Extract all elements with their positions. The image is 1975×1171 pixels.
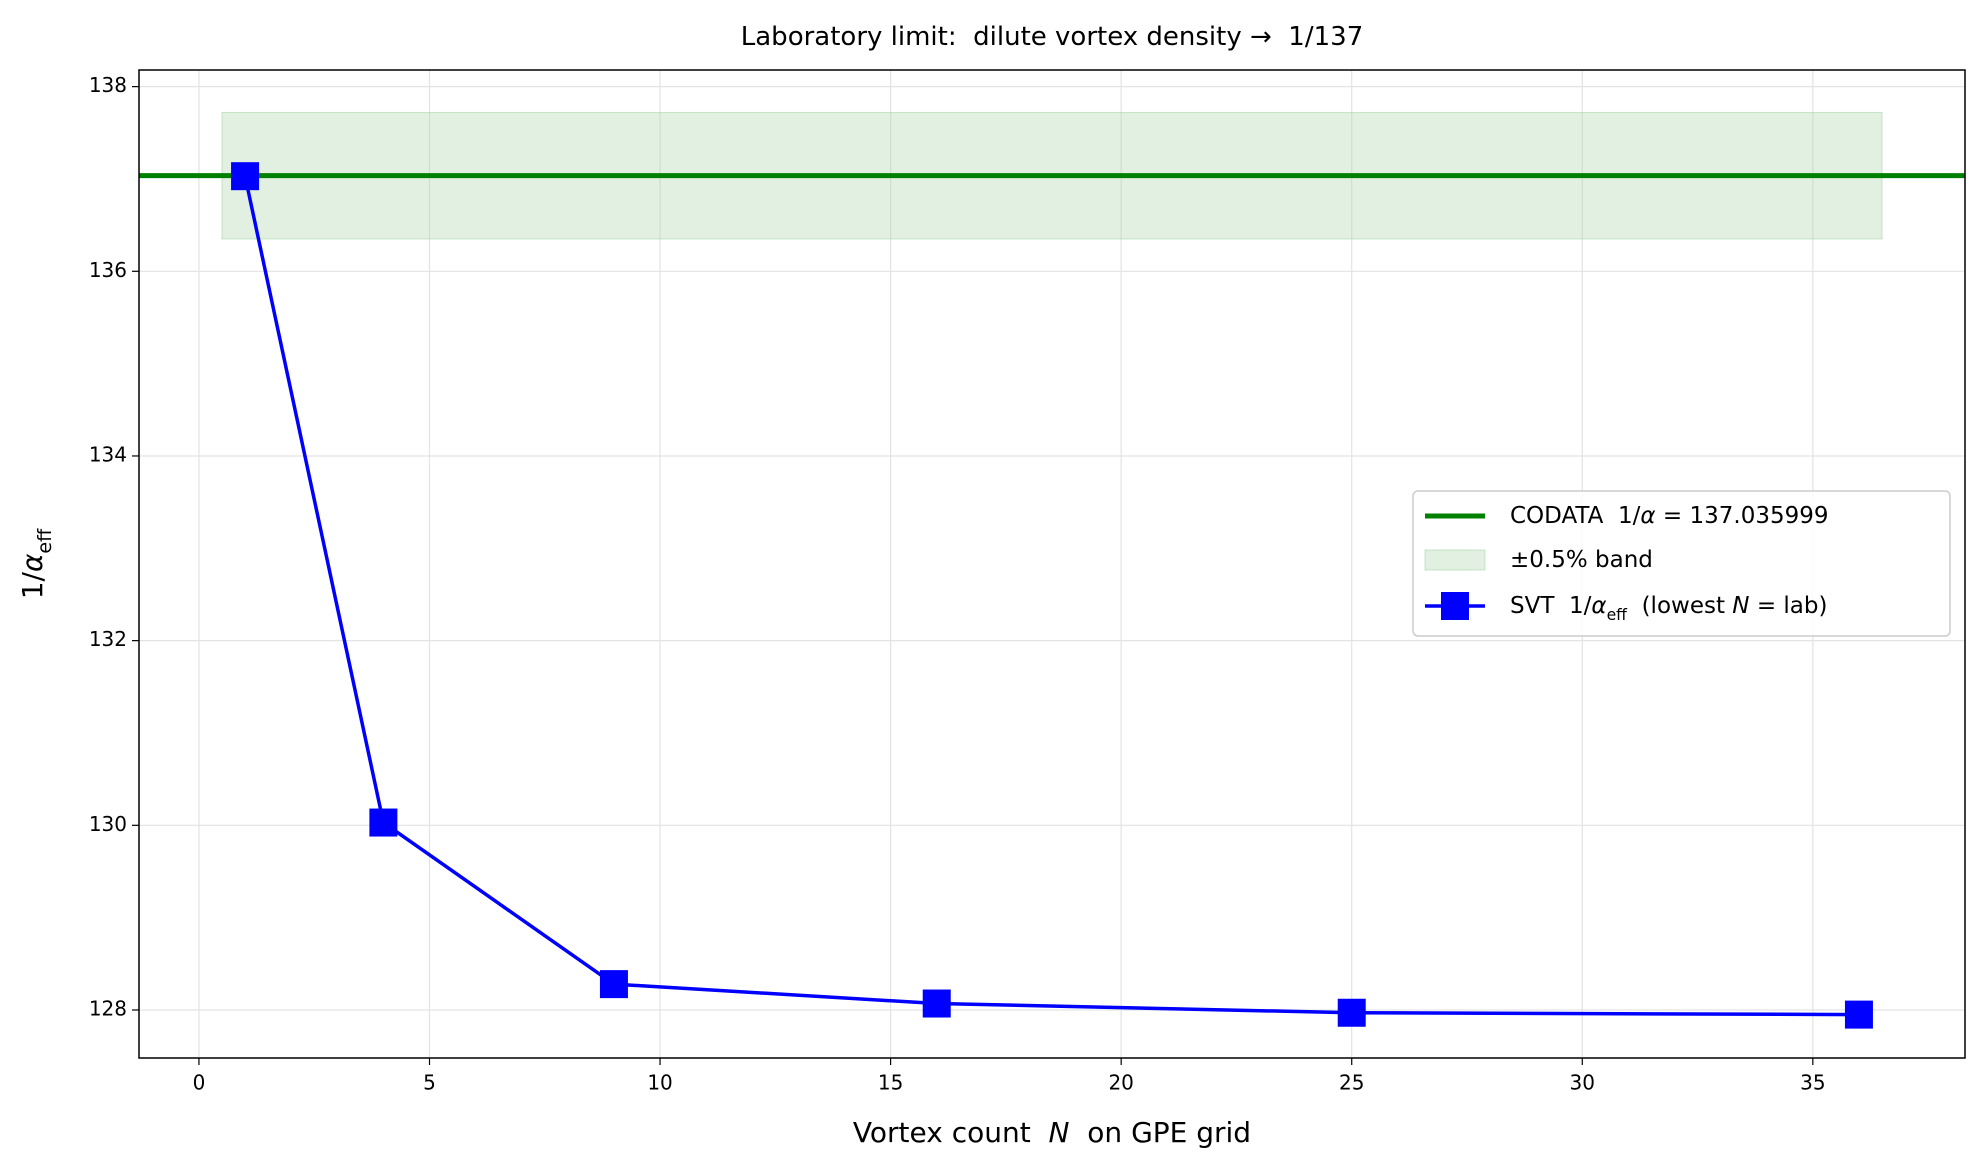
y-axis-label: 1/αeff — [16, 528, 56, 599]
text-part: α — [1640, 503, 1655, 529]
series-line — [243, 175, 1859, 1017]
y-tick-label: 138 — [89, 73, 127, 97]
text-part: SVT 1/ — [1510, 593, 1592, 619]
marker — [231, 162, 260, 191]
legend-swatch — [1441, 592, 1469, 620]
x-tick-label: 5 — [423, 1071, 436, 1095]
x-tick-label: 30 — [1570, 1071, 1595, 1095]
marker — [922, 989, 951, 1018]
x-tick-label: 20 — [1108, 1071, 1133, 1095]
x-tick-label: 10 — [647, 1071, 672, 1095]
marker — [1844, 1000, 1873, 1029]
axes-frame — [138, 69, 1966, 1059]
y-tick-label: 136 — [89, 258, 127, 282]
marker — [599, 970, 628, 999]
x-tick-label: 15 — [878, 1071, 903, 1095]
legend-label: ±0.5% band — [1510, 547, 1653, 573]
marker — [369, 808, 398, 837]
text-part: = 137.035999 — [1656, 503, 1829, 529]
x-tick-label: 25 — [1339, 1071, 1364, 1095]
y-tick-label: 128 — [89, 996, 127, 1020]
text-part: = lab) — [1750, 593, 1828, 619]
y-tick-label: 134 — [89, 442, 127, 466]
text-part: 1/ — [16, 571, 49, 599]
legend-label: SVT 1/αeff (lowest N = lab) — [1510, 593, 1827, 625]
legend-swatch — [1424, 549, 1486, 571]
x-axis-label: Vortex count N on GPE grid — [853, 1116, 1251, 1149]
text-part: N — [1049, 1116, 1070, 1149]
text-part: CODATA 1/ — [1510, 503, 1641, 529]
y-tick-label: 130 — [89, 812, 127, 836]
chart-title: Laboratory limit: dilute vortex density … — [741, 22, 1363, 52]
legend-box — [1412, 490, 1951, 637]
text-part: eff — [34, 528, 56, 554]
marker — [1337, 998, 1366, 1027]
text-part: on GPE grid — [1069, 1116, 1251, 1149]
text-part: (lowest — [1627, 593, 1732, 619]
text-part: Laboratory limit: dilute vortex density … — [741, 22, 1363, 52]
text-part: N — [1732, 593, 1749, 619]
text-part: α — [1591, 593, 1606, 619]
text-part: α — [16, 553, 49, 572]
text-part: Vortex count — [853, 1116, 1049, 1149]
legend-label: CODATA 1/α = 137.035999 — [1510, 503, 1829, 529]
y-tick-label: 132 — [89, 627, 127, 651]
x-tick-label: 35 — [1800, 1071, 1825, 1095]
text-part: ±0.5% band — [1510, 547, 1653, 573]
x-tick-label: 0 — [193, 1071, 206, 1095]
text-part: eff — [1607, 605, 1629, 624]
